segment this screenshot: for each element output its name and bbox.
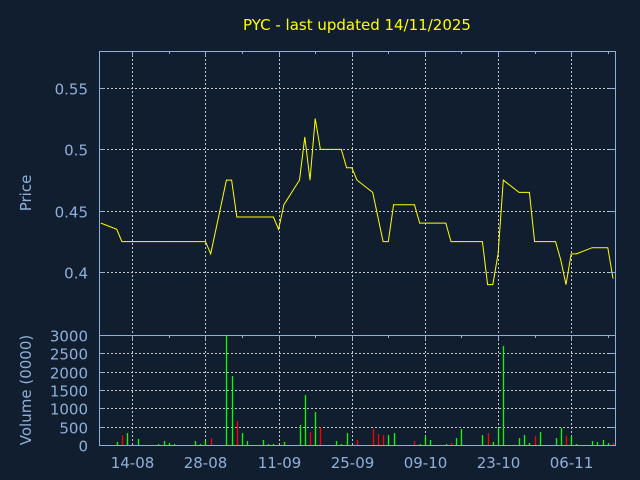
price-point bbox=[539, 241, 541, 242]
price-point bbox=[267, 216, 269, 218]
price-point bbox=[116, 228, 117, 230]
volume-tick-label: 500 bbox=[59, 420, 88, 438]
volume-tick-label: 1500 bbox=[50, 383, 88, 401]
price-tick-label: 0.45 bbox=[55, 204, 88, 222]
x-tick-label: 28-08 bbox=[184, 454, 228, 472]
volume-tick-label: 2000 bbox=[50, 365, 88, 383]
price-point bbox=[205, 241, 206, 242]
price-point bbox=[126, 241, 128, 242]
price-point bbox=[210, 253, 212, 255]
price-point bbox=[241, 216, 243, 218]
price-point bbox=[168, 241, 170, 242]
price-point bbox=[523, 192, 525, 193]
price-tick-label: 0.5 bbox=[64, 142, 88, 160]
volume-tick-label: 3000 bbox=[50, 328, 88, 346]
price-point bbox=[445, 222, 447, 224]
price-point bbox=[487, 284, 488, 285]
price-point bbox=[518, 192, 520, 193]
plot-frame bbox=[99, 51, 616, 446]
price-point bbox=[560, 259, 562, 261]
x-tick-label: 11-09 bbox=[258, 454, 302, 472]
volume-tick-label: 2500 bbox=[50, 346, 88, 364]
price-point bbox=[236, 216, 238, 218]
price-point bbox=[194, 241, 196, 242]
price-tick-label: 0.4 bbox=[64, 265, 88, 283]
price-point bbox=[492, 284, 494, 285]
price-point bbox=[565, 284, 567, 285]
price-point bbox=[158, 241, 159, 242]
price-point bbox=[602, 247, 603, 249]
price-point bbox=[555, 241, 556, 242]
price-point bbox=[455, 241, 457, 242]
grid bbox=[99, 51, 615, 445]
volume-tick-label: 0 bbox=[78, 438, 88, 456]
x-tick-label: 06-11 bbox=[550, 454, 594, 472]
volume-bars bbox=[116, 335, 615, 445]
price-point bbox=[278, 228, 279, 230]
x-tick-label: 25-09 bbox=[331, 454, 375, 472]
price-line bbox=[100, 118, 614, 286]
price-point bbox=[351, 167, 353, 169]
price-point bbox=[346, 167, 347, 169]
price-point bbox=[314, 118, 316, 119]
x-tick-label: 09-10 bbox=[404, 454, 448, 472]
price-point bbox=[570, 253, 572, 255]
price-point bbox=[100, 222, 102, 224]
price-point bbox=[283, 204, 285, 205]
price-point bbox=[163, 241, 164, 242]
price-point bbox=[534, 241, 535, 242]
price-tick-label: 0.55 bbox=[55, 81, 88, 99]
price-point bbox=[189, 241, 191, 242]
price-point bbox=[450, 241, 452, 242]
price-point bbox=[246, 216, 248, 218]
price-point bbox=[231, 179, 232, 181]
price-point bbox=[137, 241, 138, 242]
price-point bbox=[199, 241, 201, 242]
volume-axis-label: Volume (0000) bbox=[17, 335, 35, 445]
price-point bbox=[466, 241, 468, 242]
price-point bbox=[377, 216, 379, 218]
price-point bbox=[482, 241, 483, 242]
price-point bbox=[408, 204, 410, 205]
x-tick-label: 14-08 bbox=[111, 454, 155, 472]
price-point bbox=[382, 241, 384, 242]
price-point bbox=[299, 179, 300, 181]
price-point bbox=[262, 216, 264, 218]
price-point bbox=[309, 179, 311, 181]
price-point bbox=[335, 149, 337, 150]
price-point bbox=[356, 179, 358, 181]
price-point bbox=[429, 222, 431, 224]
price-point bbox=[424, 222, 426, 224]
price-point bbox=[273, 216, 274, 218]
price-point bbox=[121, 241, 123, 242]
price-point bbox=[226, 179, 227, 181]
price-point bbox=[320, 149, 321, 150]
price-series bbox=[100, 118, 614, 286]
price-point bbox=[461, 241, 462, 242]
price-point bbox=[497, 253, 499, 255]
price-point bbox=[607, 247, 609, 249]
price-point bbox=[132, 241, 133, 242]
price-point bbox=[341, 149, 342, 150]
price-point bbox=[612, 278, 614, 279]
price-point bbox=[393, 204, 394, 205]
price-point bbox=[414, 204, 415, 205]
price-point bbox=[388, 241, 389, 242]
price-point bbox=[502, 179, 504, 181]
chart-title: PYC - last updated 14/11/2025 bbox=[243, 16, 471, 34]
price-point bbox=[591, 247, 593, 249]
price-point bbox=[372, 192, 373, 193]
price-point bbox=[419, 222, 420, 224]
price-point bbox=[173, 241, 175, 242]
axes: 14-08 28-08 11-09 25-09 09-10 23-10 06-11 0.4 0.… bbox=[50, 51, 616, 472]
price-point bbox=[304, 136, 306, 138]
volume-tick-label: 1000 bbox=[50, 401, 88, 419]
price-point bbox=[152, 241, 154, 242]
price-point bbox=[576, 253, 577, 255]
price-point bbox=[529, 192, 530, 193]
price-point bbox=[597, 247, 598, 249]
x-tick-label: 23-10 bbox=[477, 454, 521, 472]
price-axis-label: Price bbox=[17, 175, 35, 212]
